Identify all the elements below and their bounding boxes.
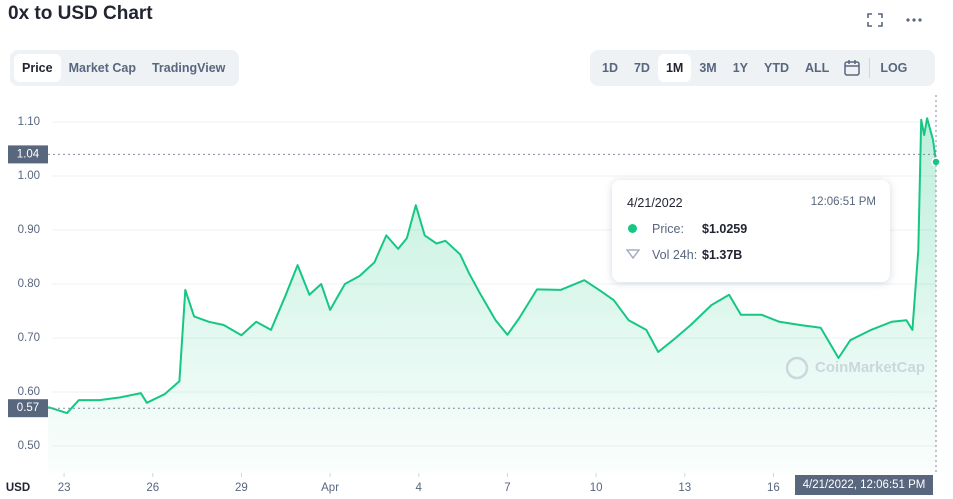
watermark: CoinMarketCap xyxy=(785,356,925,380)
calendar-icon[interactable] xyxy=(837,58,867,78)
view-tabs: Price Market Cap TradingView xyxy=(10,50,239,86)
reference-label: 0.57 xyxy=(17,402,39,414)
y-axis-label: USD xyxy=(6,482,30,494)
tab-tradingview[interactable]: TradingView xyxy=(151,61,226,75)
x-tick-label: 4 xyxy=(416,482,423,494)
y-tick-label: 0.50 xyxy=(18,440,40,452)
x-tick-label: 26 xyxy=(146,482,159,494)
range-button[interactable]: 3M xyxy=(699,61,717,75)
reference-label-box xyxy=(8,399,48,418)
divider xyxy=(869,58,871,78)
x-tick-label: 23 xyxy=(58,482,71,494)
y-tick-label: 1.10 xyxy=(18,116,40,128)
chart-title: 0x to USD Chart xyxy=(8,3,153,24)
x-tick-label: 13 xyxy=(678,482,691,494)
range-button[interactable]: 7D xyxy=(633,61,650,75)
price-dot xyxy=(628,224,637,233)
area-fill xyxy=(48,118,937,473)
tab-market-cap[interactable]: Market Cap xyxy=(68,61,136,75)
volume-icon xyxy=(626,249,640,260)
range-buttons: 1D 7D 1M 3M 1Y YTD ALL LOG xyxy=(590,50,935,86)
x-tick-label: Apr xyxy=(321,482,339,494)
tooltip-time: 12:06:51 PM xyxy=(810,196,876,208)
log-button[interactable]: LOG xyxy=(880,61,908,75)
tooltip-price: $1.0259 xyxy=(702,222,748,236)
tooltip-price-label: Price: xyxy=(652,222,684,236)
range-button[interactable]: YTD xyxy=(764,61,790,75)
tooltip: 4/21/2022 12:06:51 PM Price: $1.0259 Vol… xyxy=(612,180,890,282)
header-icons xyxy=(867,13,922,27)
x-tick-label: 16 xyxy=(767,482,780,494)
tooltip-volume: $1.37B xyxy=(702,248,743,262)
range-button[interactable]: 1M xyxy=(657,54,692,82)
reference-label-box xyxy=(8,145,48,164)
more-icon[interactable] xyxy=(906,18,922,22)
x-tick-label: 29 xyxy=(235,482,248,494)
reference-label: 1.04 xyxy=(17,148,40,160)
y-tick-label: 0.80 xyxy=(18,278,40,290)
range-button[interactable]: 1D xyxy=(602,61,618,75)
tooltip-date: 4/21/2022 xyxy=(627,196,683,210)
x-tick-label: 10 xyxy=(590,482,603,494)
tab-price[interactable]: Price xyxy=(14,54,61,82)
y-tick-label: 0.90 xyxy=(18,224,40,236)
price-line xyxy=(47,117,937,415)
range-button[interactable]: ALL xyxy=(805,61,830,75)
y-tick-label: 0.60 xyxy=(18,386,40,398)
watermark-text: CoinMarketCap xyxy=(815,359,925,376)
range-button[interactable]: 1Y xyxy=(732,61,749,75)
y-tick-label: 0.70 xyxy=(18,332,40,344)
fullscreen-icon[interactable] xyxy=(867,13,883,27)
tooltip-volume-label: Vol 24h: xyxy=(652,248,698,262)
hover-label: 4/21/2022, 12:06:51 PM xyxy=(803,479,926,491)
x-tick-label: 7 xyxy=(504,482,510,494)
y-tick-label: 1.00 xyxy=(18,170,40,182)
hover-label-box xyxy=(795,475,933,495)
